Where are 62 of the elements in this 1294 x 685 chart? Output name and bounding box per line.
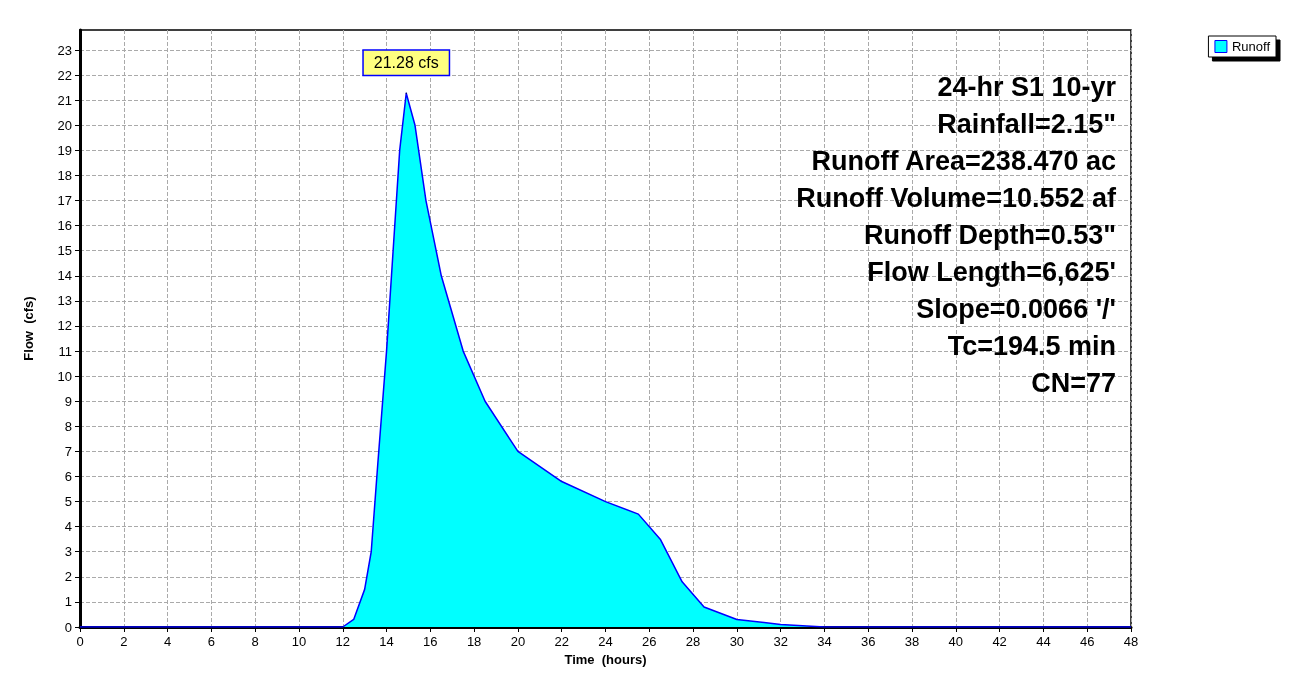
x-tick-label: 34 xyxy=(817,634,832,649)
x-tick-label: 42 xyxy=(992,634,1007,649)
y-tick-label: 7 xyxy=(64,443,72,459)
x-tick-label: 48 xyxy=(1123,634,1139,649)
x-tick-label: 32 xyxy=(773,634,788,649)
annotation: Runoff Depth=0.53" xyxy=(863,219,1116,250)
y-tick-label: 13 xyxy=(57,293,72,309)
annotation: 21.28 cfs xyxy=(373,54,439,72)
y-tick-label: 9 xyxy=(64,393,72,409)
x-tick-label: 24 xyxy=(598,634,613,649)
x-tick-label: 30 xyxy=(729,634,745,649)
y-tick-label: 19 xyxy=(57,142,72,158)
x-tick-label: 22 xyxy=(554,634,569,649)
x-tick-label: 12 xyxy=(335,634,350,649)
y-tick-label: 20 xyxy=(57,117,72,133)
x-tick-label: 6 xyxy=(207,634,215,649)
x-tick-label: 36 xyxy=(861,634,876,649)
y-tick-label: 6 xyxy=(64,469,72,484)
annotation: CN=77 xyxy=(1031,367,1116,398)
annotation: 24-hr S1 10-yr xyxy=(937,71,1117,102)
x-tick-label: 14 xyxy=(379,634,394,649)
annotation: Flow Length=6,625' xyxy=(867,256,1116,287)
x-tick-label: 46 xyxy=(1079,634,1095,649)
legend-label: Runoff xyxy=(1231,39,1271,54)
y-tick-label: 0 xyxy=(64,619,72,635)
annotation: Slope=0.0066 '/' xyxy=(916,293,1116,324)
x-axis-title: Time (hours) xyxy=(564,651,647,667)
x-tick-label: 2 xyxy=(120,634,128,649)
y-tick-label: 8 xyxy=(64,418,72,434)
x-tick-label: 8 xyxy=(251,634,259,649)
y-tick-label: 17 xyxy=(57,193,72,209)
x-tick-label: 44 xyxy=(1036,634,1051,649)
x-tick-label: 40 xyxy=(948,634,964,649)
y-tick-label: 14 xyxy=(57,268,72,284)
y-tick-label: 1 xyxy=(64,594,72,610)
x-tick-label: 28 xyxy=(685,634,701,649)
y-tick-label: 12 xyxy=(57,318,72,334)
y-tick-label: 22 xyxy=(57,67,72,83)
x-tick-label: 10 xyxy=(291,634,307,649)
annotation: Runoff Area=238.470 ac xyxy=(811,145,1116,176)
x-tick-label: 16 xyxy=(423,634,438,649)
x-tick-label: 18 xyxy=(466,634,482,649)
x-tick-label: 38 xyxy=(904,634,920,649)
y-tick-label: 18 xyxy=(57,167,72,183)
y-tick-label: 10 xyxy=(57,368,72,384)
x-tick-label: 4 xyxy=(163,634,172,649)
y-axis-title: Flow (cfs) xyxy=(21,296,36,361)
y-tick-label: 4 xyxy=(64,519,72,535)
y-tick-label: 3 xyxy=(64,544,72,560)
y-tick-label: 2 xyxy=(64,569,72,585)
y-tick-label: 21 xyxy=(57,92,72,108)
annotation: Rainfall=2.15" xyxy=(937,108,1116,139)
annotation: Tc=194.5 min xyxy=(947,330,1116,361)
annotation: Runoff Volume=10.552 af xyxy=(796,182,1117,213)
x-tick-label: 26 xyxy=(642,634,657,649)
x-tick-label: 20 xyxy=(510,634,526,649)
x-tick-label: 0 xyxy=(76,634,84,649)
y-tick-label: 16 xyxy=(57,218,72,234)
y-tick-label: 11 xyxy=(58,343,72,359)
y-tick-label: 23 xyxy=(57,42,72,58)
y-tick-label: 15 xyxy=(57,243,72,259)
y-tick-label: 5 xyxy=(64,494,72,510)
